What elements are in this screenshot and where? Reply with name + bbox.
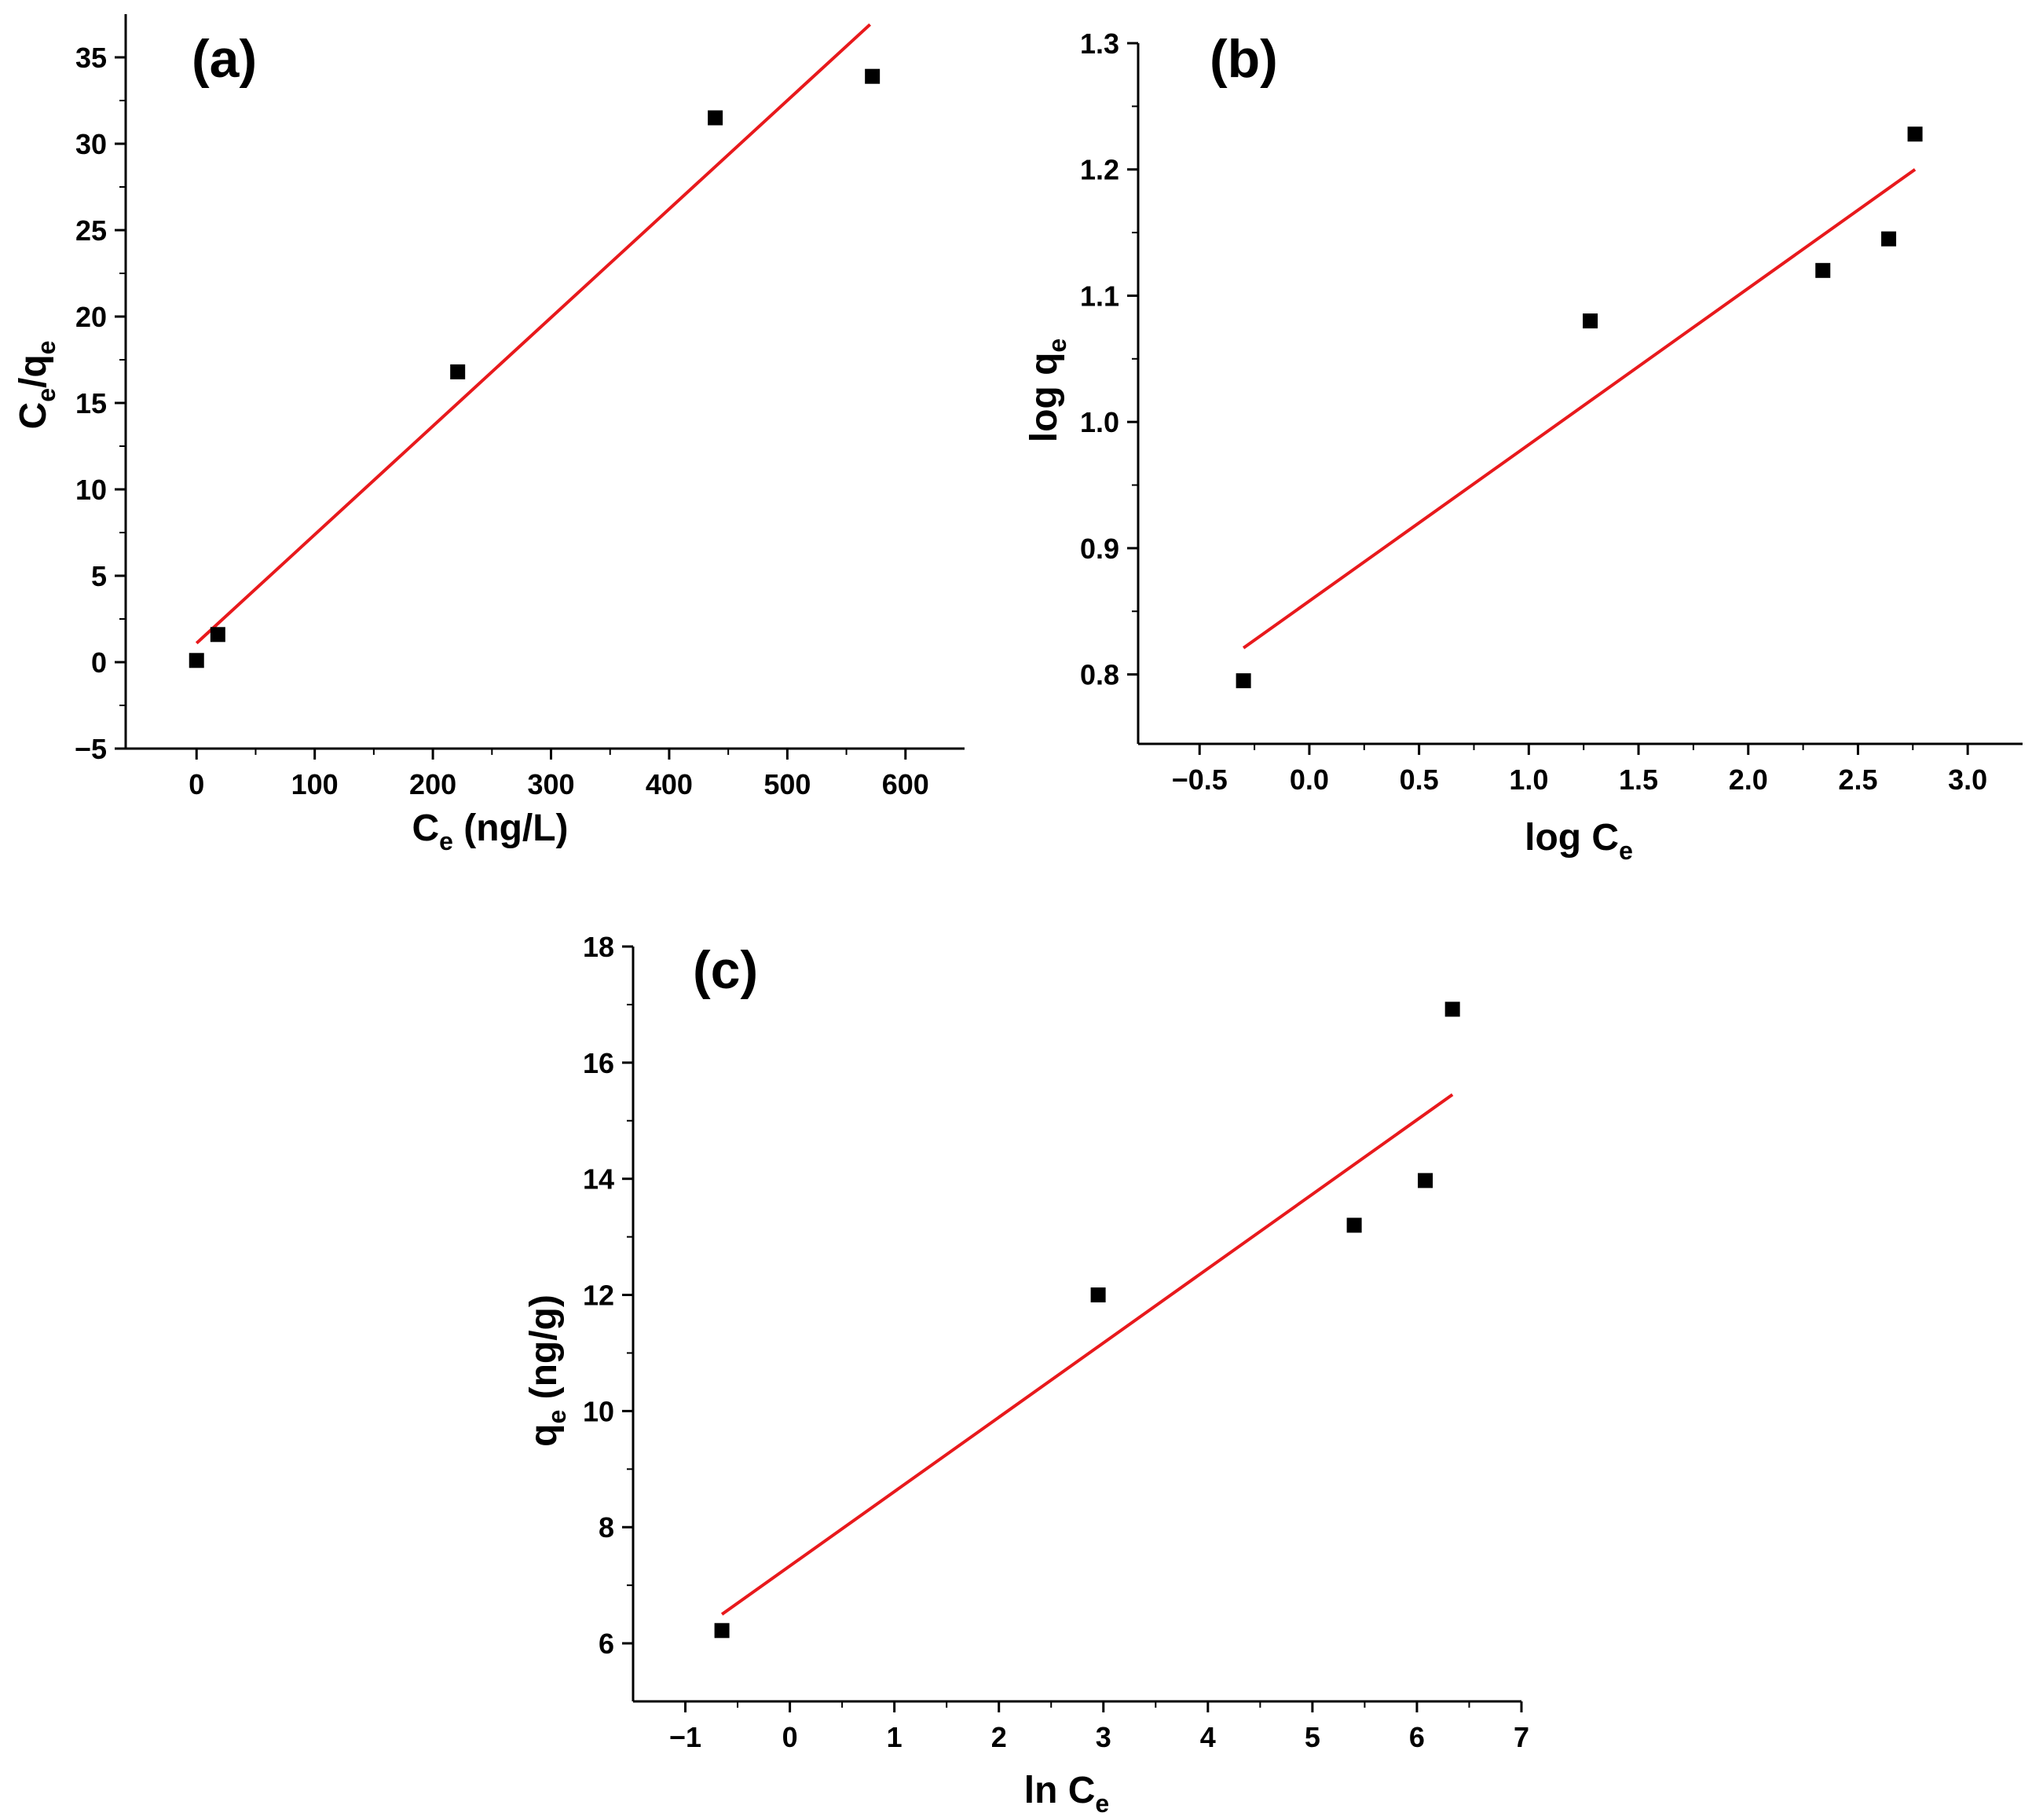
panel-a-ylabel-s2: e — [32, 341, 60, 355]
panel-c-label: (c) — [693, 940, 758, 1000]
panel-a-ylabel-mid: /q — [13, 354, 54, 388]
panel-a-y-axis-title: Ce/qe — [13, 341, 60, 430]
panel-b-y-tick-label: 0.9 — [1080, 533, 1119, 565]
panel-a-xlabel-base: C — [412, 807, 439, 849]
panel-b-y-axis-title: log qe — [1023, 339, 1071, 442]
panel-c-fit-line — [720, 1093, 1454, 1616]
panel-c-ylabel-s1: e — [543, 1410, 571, 1424]
panel-b-y-tick-label: 1.2 — [1080, 154, 1119, 186]
panel-b-x-tick-label: 1.0 — [1509, 764, 1548, 796]
panel-b-data-point — [1583, 313, 1598, 329]
panel-b-xlabel-base: log C — [1525, 817, 1619, 859]
panel-a-y-tick-label: 30 — [75, 128, 107, 160]
panel-b-data-point — [1815, 262, 1831, 278]
panel-b-y-tick-label: 1.1 — [1080, 280, 1119, 312]
panel-c-x-tick-label: 0 — [782, 1721, 798, 1753]
panel-a-x-tick-label: 0 — [189, 768, 204, 800]
panel-b-x-tick-label: 3.0 — [1948, 764, 1987, 796]
panel-c-x-tick-label: 4 — [1200, 1721, 1216, 1753]
panel-c-x-tick-label: 5 — [1305, 1721, 1320, 1753]
panel-c-data-point — [714, 1623, 730, 1639]
panel-b: −0.5 0.0 0.5 1.0 1.5 2.0 2.5 3.0 0.8 0.9 1.0 1.1 1.2… — [1023, 27, 2023, 865]
panel-a-y-tick-label: 35 — [75, 42, 107, 74]
panel-a-data-point — [865, 68, 881, 84]
panel-b-xlabel-sub: e — [1619, 837, 1633, 865]
panel-a-y-tick-label: −5 — [75, 733, 107, 765]
panel-c-y-tick-label: 6 — [599, 1628, 614, 1660]
panel-a-y-tick-label: 0 — [91, 646, 107, 679]
panel-c-xlabel-base: ln C — [1024, 1770, 1096, 1811]
panel-c-y-tick-label: 10 — [583, 1395, 614, 1427]
panel-a-x-tick-label: 600 — [882, 768, 929, 800]
panel-a-data-point — [450, 364, 466, 379]
panel-c-ylabel-b1: q — [523, 1424, 565, 1447]
panel-b-ylabel-s1: e — [1043, 339, 1071, 353]
panel-a-label: (a) — [192, 29, 257, 89]
panel-b-fit-line — [1242, 168, 1917, 650]
panel-b-x-tick-label: −0.5 — [1172, 764, 1228, 796]
panel-c-x-tick-label: 7 — [1514, 1721, 1529, 1753]
panel-a-data-point — [189, 653, 204, 668]
panel-a-x-axis-title: Ce (ng/L) — [412, 807, 568, 855]
panel-a-y-tick-label: 5 — [91, 560, 107, 592]
panel-b-x-tick-label: 0.5 — [1400, 764, 1439, 796]
panel-c-xlabel-sub: e — [1095, 1789, 1109, 1818]
panel-b-y-tick-label: 0.8 — [1080, 659, 1119, 691]
panel-c-data-point — [1444, 1002, 1460, 1017]
panel-c-y-tick-label: 16 — [583, 1047, 614, 1079]
panel-a-ylabel-s1: e — [32, 388, 60, 402]
panel-a-y-tick-label: 25 — [75, 214, 107, 247]
panel-c-y-tick-label: 14 — [583, 1163, 614, 1196]
panel-b-data-point — [1236, 673, 1251, 689]
panel-b-data-point — [1881, 231, 1897, 247]
panel-c-x-tick-label: 1 — [887, 1721, 903, 1753]
panel-c-x-axis-title: ln Ce — [1024, 1770, 1109, 1818]
panel-b-x-axis-title: log Ce — [1525, 817, 1633, 865]
panel-a-x-tick-label: 300 — [527, 768, 574, 800]
panel-a-x-tick-label: 200 — [409, 768, 456, 800]
panel-a-xlabel-sub: e — [439, 827, 453, 855]
panel-b-data-point — [1907, 126, 1923, 142]
panel-a-y-tick-label: 15 — [75, 387, 107, 419]
panel-b-x-tick-label: 2.5 — [1838, 764, 1877, 796]
panel-b-y-tick-label: 1.0 — [1080, 406, 1119, 438]
panel-b-label: (b) — [1210, 29, 1278, 89]
panel-a-data-point — [708, 110, 723, 126]
panel-a-marks: 0 100 200 300 400 500 600 −5 0 5 10 15 20 25 30 35 — [75, 14, 965, 800]
panel-c-y-tick-label: 8 — [599, 1511, 614, 1544]
panel-c-data-point — [1346, 1218, 1362, 1233]
panel-b-marks: −0.5 0.0 0.5 1.0 1.5 2.0 2.5 3.0 0.8 0.9 1.0 1.1 1.2… — [1080, 27, 2023, 796]
panel-a-xlabel-suffix: (ng/L) — [453, 807, 569, 849]
panel-c-x-tick-label: 6 — [1409, 1721, 1425, 1753]
panel-c-y-tick-label: 18 — [583, 931, 614, 963]
panel-a-data-point — [210, 627, 225, 643]
panel-c-data-point — [1418, 1173, 1433, 1188]
panel-a-x-tick-label: 100 — [291, 768, 339, 800]
panel-a-ylabel-b1: C — [13, 402, 54, 430]
panel-c-data-point — [1090, 1287, 1106, 1303]
panel-a-y-tick-label: 20 — [75, 301, 107, 333]
panel-b-x-tick-label: 2.0 — [1729, 764, 1768, 796]
panel-a-x-tick-label: 400 — [646, 768, 693, 800]
panel-c-y-axis-title: qe (ng/g) — [523, 1295, 571, 1447]
panel-a-fit-line — [195, 23, 872, 645]
panel-c-x-tick-label: 3 — [1096, 1721, 1111, 1753]
panel-c-x-tick-label: −1 — [669, 1721, 701, 1753]
panel-b-x-tick-label: 1.5 — [1619, 764, 1658, 796]
panel-a-x-tick-label: 500 — [763, 768, 811, 800]
panel-c-ylabel-mid: (ng/g) — [523, 1295, 565, 1410]
panel-c-x-tick-label: 2 — [991, 1721, 1007, 1753]
panel-b-x-tick-label: 0.0 — [1290, 764, 1329, 796]
panel-c-y-tick-label: 12 — [583, 1280, 614, 1312]
panel-a-y-tick-label: 10 — [75, 474, 107, 506]
panel-b-ylabel-b1: log q — [1023, 353, 1065, 443]
panel-b-y-tick-label: 1.3 — [1080, 27, 1119, 60]
